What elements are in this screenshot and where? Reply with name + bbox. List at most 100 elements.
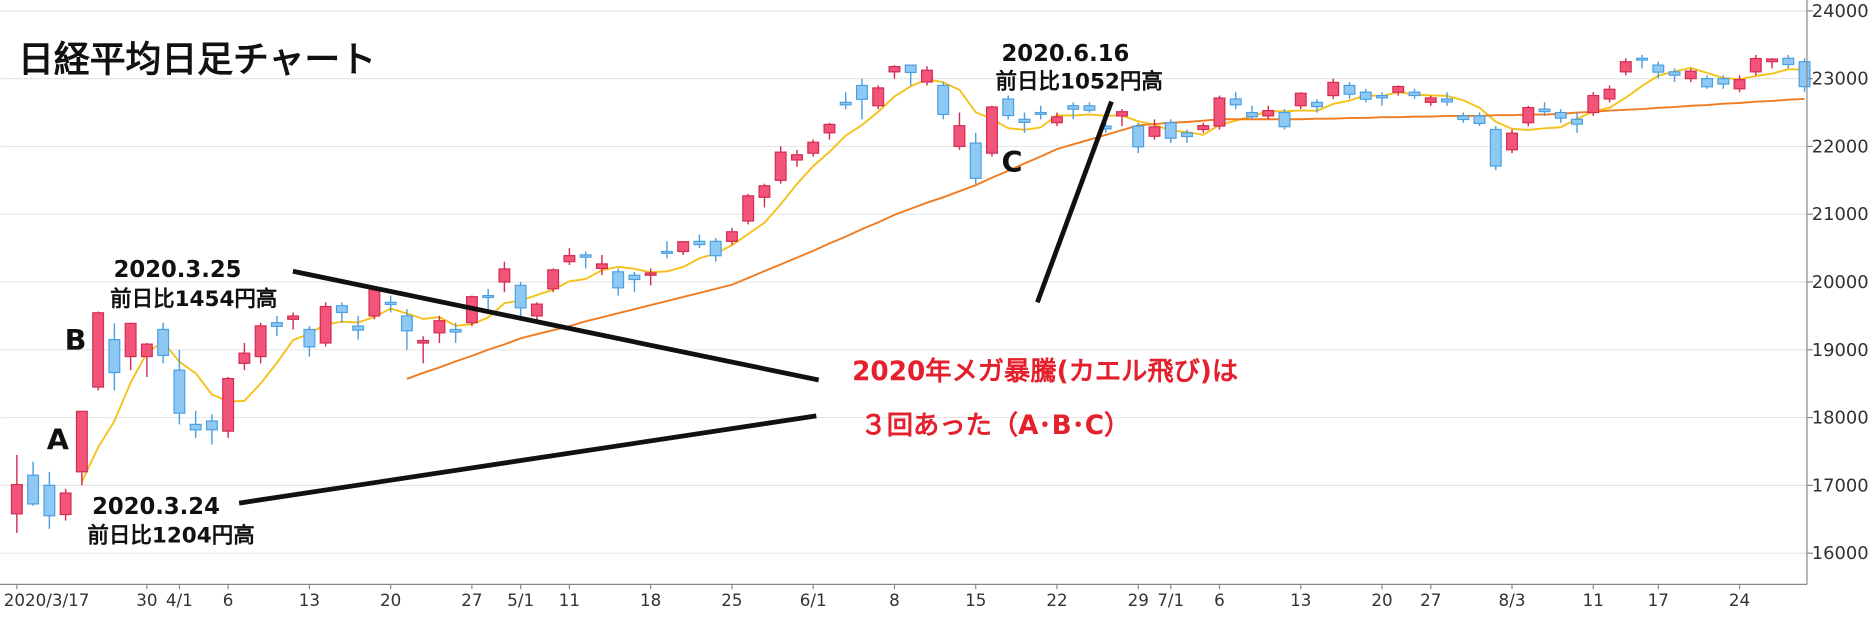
- candle-body: [1587, 94, 1600, 114]
- candle-body: [1441, 98, 1453, 103]
- pointer-line: [1035, 100, 1114, 304]
- candle-body: [43, 484, 56, 517]
- candle-body: [1343, 84, 1356, 95]
- candle-body: [482, 294, 495, 299]
- candle-body: [1701, 78, 1714, 88]
- candle-body: [742, 195, 755, 222]
- candle-body: [1603, 88, 1616, 100]
- x-tick-label: 29: [1128, 590, 1149, 610]
- candle-body: [368, 288, 381, 317]
- x-tick-label: 13: [1290, 590, 1311, 610]
- candle-body: [1489, 128, 1502, 167]
- candle-body: [238, 352, 251, 364]
- candle-body: [157, 328, 170, 357]
- x-tick-label: 5/1: [507, 590, 534, 610]
- annotation: B: [65, 323, 87, 357]
- y-tick-label: 19000: [1812, 340, 1869, 361]
- annotation: ３回あった（A･B･C）: [861, 411, 1131, 441]
- candle-body: [530, 303, 543, 317]
- x-tick-label: 22: [1046, 590, 1067, 610]
- candle-body: [693, 240, 706, 246]
- candle-body: [27, 474, 40, 505]
- annotation: 前日比1052円高: [996, 68, 1163, 94]
- candle-body: [140, 343, 153, 358]
- candle-body: [1668, 71, 1681, 76]
- candle-body: [937, 84, 950, 116]
- pointer-line: [238, 413, 817, 506]
- y-tick-label: 18000: [1812, 408, 1869, 429]
- x-tick-label: 30: [136, 590, 157, 610]
- candle-body: [92, 312, 105, 388]
- candle-body: [1684, 70, 1697, 80]
- annotation: A: [47, 422, 70, 456]
- grid: [0, 10, 1807, 554]
- candle-body: [319, 305, 332, 344]
- candle-body: [1164, 122, 1177, 139]
- x-tick-label: 25: [721, 590, 742, 610]
- x-tick-label: 6: [223, 590, 234, 610]
- x-tick-label: 20: [380, 590, 401, 610]
- candle-body: [1132, 125, 1145, 148]
- candle-body: [1083, 105, 1096, 111]
- pointer-line: [292, 268, 820, 383]
- y-tick-label: 24000: [1812, 1, 1869, 22]
- candle-body: [1229, 98, 1242, 106]
- candle-body: [1278, 111, 1291, 128]
- candle-body: [1018, 118, 1031, 123]
- x-tick-label: 17: [1648, 590, 1669, 610]
- candle-body: [1311, 101, 1323, 108]
- x-tick-label: 20: [1371, 590, 1392, 610]
- annotation: 2020.3.24: [92, 494, 220, 520]
- x-tick-label: 4/1: [166, 590, 193, 610]
- candle-body: [1424, 97, 1437, 103]
- candle-body: [205, 420, 218, 431]
- annotation: C: [1002, 145, 1023, 179]
- candle-body: [1294, 92, 1307, 107]
- candle-body: [1652, 64, 1665, 73]
- candle-body: [10, 484, 23, 515]
- candle-body: [660, 250, 673, 254]
- candle-body: [254, 325, 267, 358]
- candle-body: [595, 263, 608, 270]
- x-tick-label: 6/1: [800, 590, 827, 610]
- candle-body: [1359, 91, 1372, 100]
- candle-body: [108, 339, 121, 374]
- candle-body: [173, 369, 186, 414]
- candle-body: [1457, 115, 1470, 121]
- candle-body: [1408, 91, 1421, 97]
- candle-body: [888, 65, 901, 73]
- y-tick-label: 22000: [1812, 136, 1869, 157]
- candle-body: [1181, 132, 1193, 138]
- x-tick-label: 8: [889, 590, 900, 610]
- candle-body: [75, 410, 88, 473]
- candles: [10, 54, 1811, 533]
- candle-body: [1473, 115, 1486, 125]
- y-tick-label: 21000: [1812, 204, 1869, 225]
- candle-body: [628, 274, 641, 281]
- candle-body: [449, 328, 462, 333]
- annotation: 前日比1454円高: [110, 286, 277, 312]
- chart-title: 日経平均日足チャート: [18, 40, 376, 81]
- candle-body: [1733, 79, 1746, 90]
- candle-body: [758, 185, 771, 198]
- y-tick-label: 16000: [1812, 543, 1869, 564]
- candle-body: [1522, 106, 1535, 124]
- candle-body: [1392, 85, 1405, 93]
- candle-body: [725, 231, 738, 242]
- candle-body: [1116, 111, 1128, 117]
- x-tick-label: 7/1: [1157, 590, 1184, 610]
- candle-body: [1798, 61, 1811, 88]
- candle-body: [563, 254, 576, 263]
- candle-body: [1717, 78, 1730, 85]
- candle-body: [677, 241, 690, 253]
- candle-body: [287, 315, 300, 320]
- candle-body: [433, 320, 446, 334]
- candle-body: [644, 272, 657, 276]
- x-tick-label: 2020/3/17: [4, 590, 90, 610]
- candle-body: [612, 271, 625, 289]
- annotation: 2020.6.16: [1002, 41, 1130, 67]
- candle-body: [969, 142, 982, 179]
- y-tick-label: 20000: [1812, 272, 1869, 293]
- annotation: 2020.3.25: [114, 257, 242, 283]
- candle-body: [1506, 132, 1518, 151]
